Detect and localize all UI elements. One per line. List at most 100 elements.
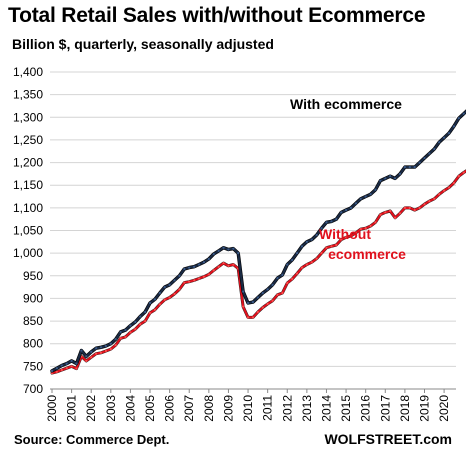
data-point [374, 221, 377, 224]
data-point [354, 231, 357, 234]
data-point [134, 320, 137, 324]
data-point [95, 347, 98, 350]
y-tick-label: 700 [23, 382, 43, 396]
data-point [251, 316, 255, 319]
data-point [452, 181, 456, 185]
y-tick-label: 1,150 [13, 178, 43, 192]
x-tick-label: 2018 [398, 395, 412, 422]
data-point [442, 136, 446, 139]
data-point [369, 193, 372, 196]
data-point [153, 298, 157, 301]
series-line-outline [50, 109, 466, 373]
data-point [158, 303, 161, 306]
data-point [197, 263, 201, 266]
data-point [300, 266, 304, 269]
x-axis-ticks: 2000 2001 2002 2003 2004 2005 2006 2007 2008 2009… [45, 389, 451, 422]
y-tick-label: 750 [23, 359, 43, 373]
data-point [134, 328, 137, 331]
data-point [60, 368, 63, 372]
data-point [349, 234, 353, 238]
data-point [193, 279, 196, 282]
y-tick-label: 800 [23, 337, 43, 351]
y-tick-label: 1,250 [13, 133, 43, 147]
data-point [129, 324, 132, 327]
data-point [462, 112, 465, 115]
data-point [109, 348, 112, 351]
data-point [90, 356, 93, 359]
data-point [217, 249, 220, 252]
data-point [99, 346, 103, 349]
data-point [217, 265, 220, 268]
x-tick-label: 2013 [300, 395, 314, 422]
data-point [354, 202, 357, 205]
y-tick-label: 1,000 [13, 246, 43, 260]
data-point [281, 273, 284, 276]
data-point [148, 311, 152, 315]
data-point [295, 252, 299, 255]
data-point [197, 277, 201, 280]
data-point [349, 206, 353, 209]
data-point [50, 369, 54, 372]
data-point [384, 211, 387, 214]
data-point [344, 236, 348, 239]
data-point [90, 350, 93, 353]
x-tick-label: 2002 [84, 395, 98, 422]
data-point [393, 177, 397, 180]
data-point [158, 291, 161, 295]
y-tick-label: 1,200 [13, 156, 43, 170]
data-point [119, 330, 122, 334]
annotation-without: Without [319, 226, 371, 242]
data-point [202, 275, 206, 278]
y-tick-label: 1,400 [13, 65, 43, 79]
data-point [246, 301, 250, 305]
data-point [139, 315, 142, 318]
data-point [315, 233, 318, 237]
data-point [423, 203, 426, 206]
data-point [359, 197, 362, 200]
data-point [207, 257, 210, 261]
data-point [266, 302, 269, 305]
data-point [457, 175, 460, 178]
data-point [65, 367, 68, 370]
y-tick-label: 1,300 [13, 110, 43, 124]
data-point [104, 349, 108, 353]
data-point [95, 352, 98, 355]
data-point [393, 216, 397, 219]
data-point [178, 274, 181, 277]
y-tick-label: 1,050 [13, 224, 43, 238]
data-point [442, 189, 446, 192]
data-point [330, 245, 333, 248]
data-point [144, 310, 147, 314]
data-point [369, 224, 372, 228]
data-point [173, 292, 176, 295]
data-point [438, 141, 441, 144]
data-point [55, 370, 59, 373]
x-tick-label: 2020 [437, 395, 451, 422]
chart-title: Total Retail Sales with/without Ecommerc… [8, 4, 426, 27]
data-point [291, 277, 294, 281]
data-point [384, 177, 387, 180]
x-tick-label: 2008 [202, 395, 216, 422]
data-point [447, 132, 451, 135]
grid-lines [50, 71, 456, 390]
data-point [168, 296, 171, 299]
data-point [418, 161, 421, 164]
data-point [119, 337, 122, 340]
data-point [227, 248, 230, 251]
series-line-with-ecommerce [50, 110, 466, 372]
source-note: Source: Commerce Dept. [14, 432, 170, 447]
data-point [232, 263, 235, 266]
data-point [340, 238, 343, 241]
data-point [144, 319, 147, 323]
data-point [271, 283, 274, 286]
data-point [163, 298, 166, 301]
data-point [207, 273, 210, 276]
data-point [359, 228, 362, 231]
data-point [163, 286, 166, 289]
data-point [70, 359, 73, 363]
x-tick-label: 2009 [221, 395, 235, 422]
data-point [413, 209, 416, 212]
data-point [418, 206, 421, 209]
data-point [423, 156, 426, 160]
